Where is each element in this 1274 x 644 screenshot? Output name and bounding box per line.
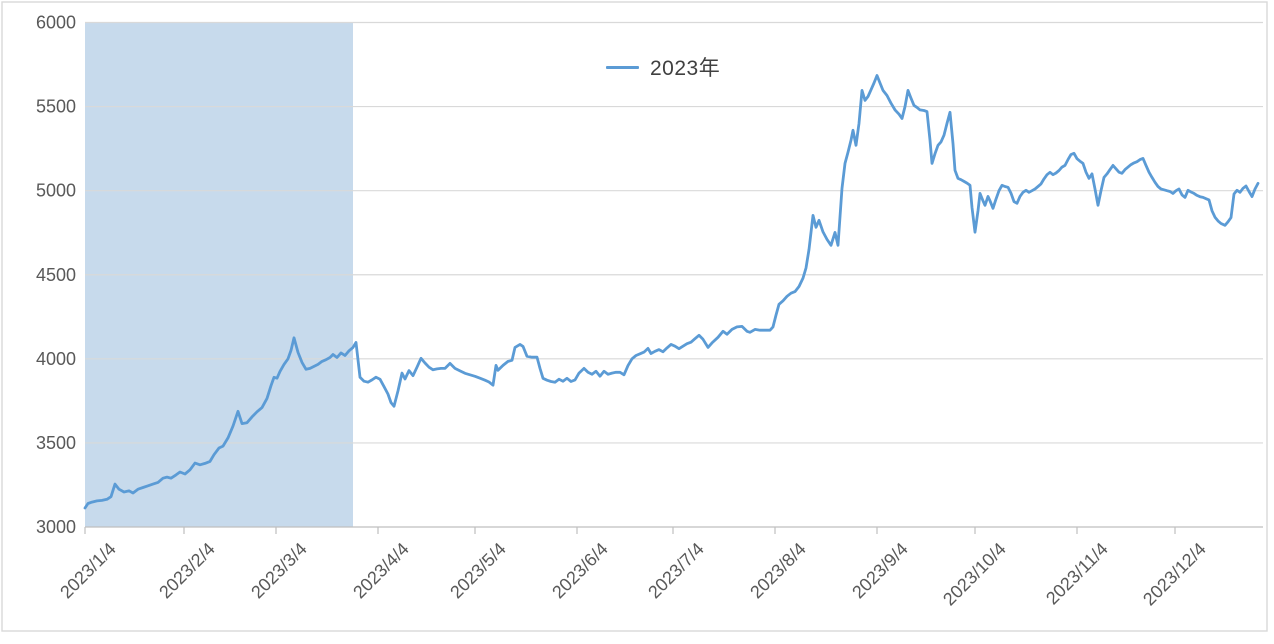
x-tick-label-11: 2023/12/4 xyxy=(1139,539,1210,610)
x-tick-label-9: 2023/10/4 xyxy=(939,539,1010,610)
x-tick-label-6: 2023/7/4 xyxy=(644,539,708,603)
y-tick-label-3000: 3000 xyxy=(36,517,76,537)
y-tick-label-5500: 5500 xyxy=(36,97,76,117)
x-tick-label-10: 2023/11/4 xyxy=(1042,539,1112,609)
legend-series-label: 2023年 xyxy=(650,57,721,80)
x-tick-label-1: 2023/2/4 xyxy=(155,539,219,603)
x-tick-label-8: 2023/9/4 xyxy=(848,539,912,603)
y-tick-label-4500: 4500 xyxy=(36,265,76,285)
legend: 2023年 xyxy=(606,52,720,82)
y-tick-label-3500: 3500 xyxy=(36,433,76,453)
y-tick-label-5000: 5000 xyxy=(36,181,76,201)
chart-area-border xyxy=(1,1,1268,632)
x-tick-label-0: 2023/1/4 xyxy=(56,539,120,603)
y-tick-label-6000: 6000 xyxy=(36,13,76,33)
x-tick-label-3: 2023/4/4 xyxy=(349,539,413,603)
series-line-2023 xyxy=(83,74,1260,510)
legend-line-marker-icon xyxy=(606,65,639,69)
y-tick-label-4000: 4000 xyxy=(36,349,76,369)
x-tick-label-4: 2023/5/4 xyxy=(446,539,510,603)
x-tick-label-2: 2023/3/4 xyxy=(247,539,311,603)
x-tick-label-5: 2023/6/4 xyxy=(548,539,612,603)
x-tick-label-7: 2023/8/4 xyxy=(746,539,810,603)
